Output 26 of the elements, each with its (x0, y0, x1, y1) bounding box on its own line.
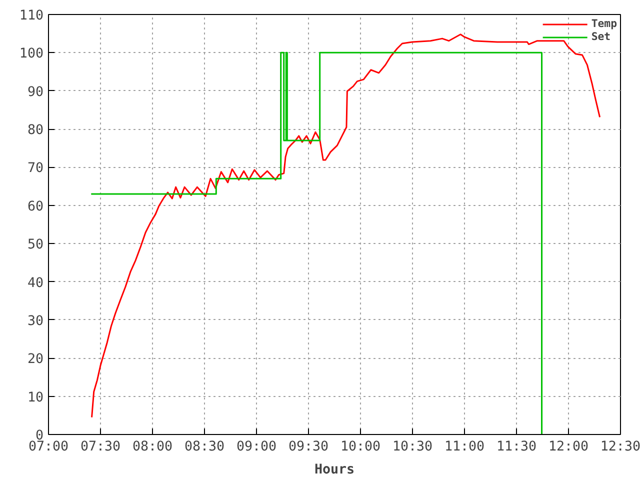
y-tick-label: 70 (27, 161, 44, 176)
x-axis-title: Hours (314, 462, 355, 478)
x-tick-label: 10:30 (392, 440, 433, 454)
x-tick-label: 12:30 (600, 440, 640, 454)
x-tick-label: 09:30 (288, 440, 329, 454)
x-tick-label: 09:00 (236, 440, 277, 454)
x-tick-label: 11:00 (444, 440, 485, 454)
y-tick-label: 80 (27, 123, 44, 138)
x-tick-label: 08:00 (132, 440, 173, 454)
legend-label: Set (591, 30, 612, 43)
x-tick-label: 10:00 (340, 440, 381, 454)
y-tick-label: 50 (27, 238, 44, 253)
y-tick-label: 100 (19, 46, 44, 62)
y-tick-label: 10 (27, 390, 44, 406)
x-tick-label: 12:00 (548, 440, 589, 454)
x-tick-label: 08:30 (184, 440, 225, 454)
y-tick-label: 110 (19, 8, 44, 24)
x-tick-label: 07:30 (80, 440, 121, 454)
y-tick-label: 30 (27, 314, 44, 329)
y-tick-label: 20 (27, 352, 44, 368)
line-series (90, 52, 543, 434)
legend-label: Temp (591, 17, 617, 30)
y-tick-label: 90 (27, 84, 44, 100)
y-tick-label: 60 (27, 199, 44, 214)
y-tick-label: 40 (27, 276, 44, 291)
x-tick-label: 11:30 (496, 440, 537, 454)
